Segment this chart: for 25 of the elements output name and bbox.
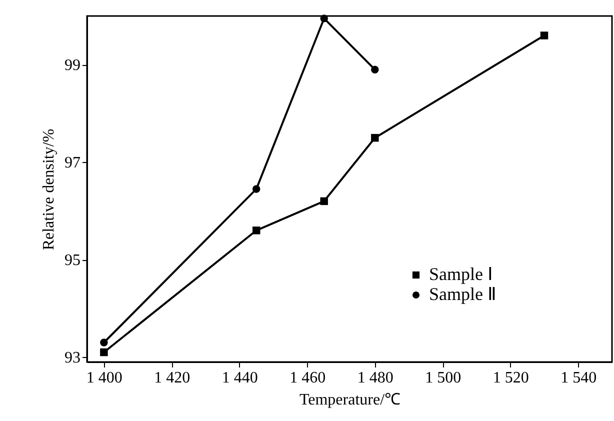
point bbox=[540, 32, 548, 40]
x-tick-label: 1 500 bbox=[425, 370, 462, 386]
y-tick-label: 97 bbox=[64, 154, 80, 172]
y-tick-label: 95 bbox=[64, 252, 80, 270]
x-tick-label: 1 420 bbox=[154, 370, 190, 386]
x-axis-title: Temperature/℃ bbox=[299, 392, 401, 408]
point bbox=[100, 348, 108, 356]
point bbox=[100, 338, 108, 346]
x-tick-label: 1 480 bbox=[357, 370, 394, 386]
x-tick-label: 1 460 bbox=[290, 370, 326, 386]
point bbox=[252, 226, 260, 234]
legend-label: Sample Ⅱ bbox=[429, 284, 496, 304]
x-tick-label: 1 440 bbox=[222, 370, 258, 386]
y-tick-label: 93 bbox=[64, 350, 80, 367]
point bbox=[320, 14, 328, 22]
point bbox=[320, 197, 328, 206]
y-axis-title: Relative density/% bbox=[40, 128, 58, 250]
x-tick-label: 1 520 bbox=[492, 370, 529, 386]
point bbox=[371, 66, 379, 74]
x-tick-label: 1 540 bbox=[560, 370, 597, 386]
x-tick-label: 1 400 bbox=[86, 370, 122, 386]
y-tick-label: 99 bbox=[64, 57, 80, 74]
legend-label: Sample Ⅰ bbox=[429, 264, 492, 284]
point bbox=[371, 134, 379, 142]
point bbox=[252, 185, 260, 193]
